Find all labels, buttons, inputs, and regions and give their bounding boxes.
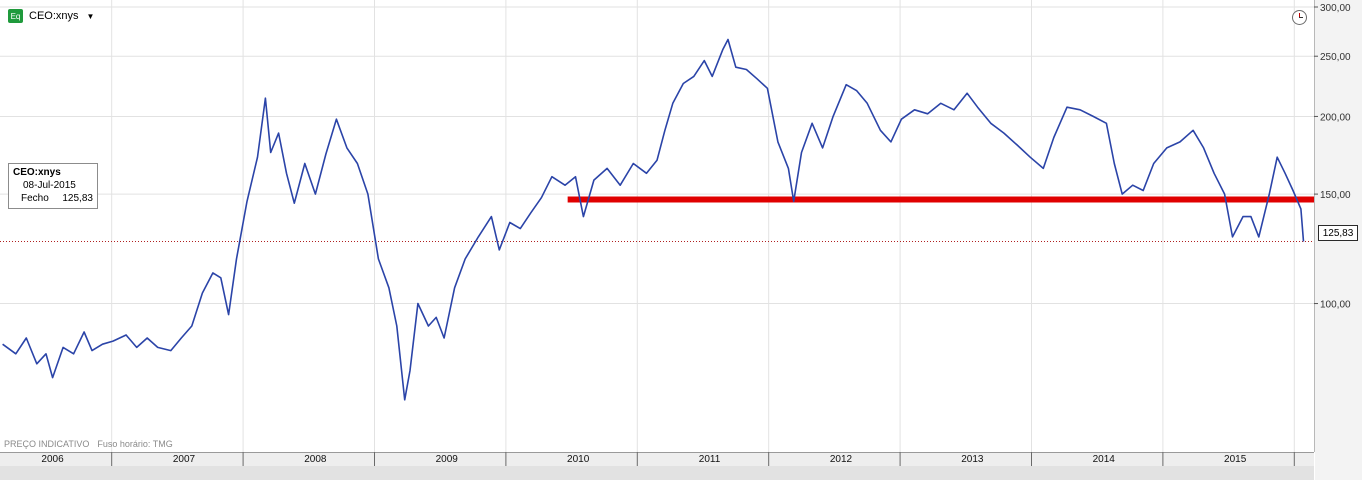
- bottom-strip: [0, 466, 1314, 480]
- price-series-line: [2, 38, 1305, 401]
- chevron-down-icon[interactable]: ▼: [86, 11, 95, 21]
- price-chart: 100,00 150,00 200,00 250,00 300,00 2006 2007 20…: [0, 0, 1351, 466]
- x-tick-label: 2008: [304, 454, 327, 465]
- x-tick-label: 2012: [830, 454, 853, 465]
- info-box-close-label: Fecho: [21, 193, 49, 204]
- y-tick-label: 300,00: [1320, 3, 1351, 14]
- info-box-date: 08-Jul-2015: [23, 180, 76, 191]
- x-tick-label: 2013: [961, 454, 984, 465]
- y-tick-label: 100,00: [1320, 300, 1351, 311]
- x-tick-label: 2014: [1093, 454, 1116, 465]
- x-tick-label: 2011: [699, 454, 721, 465]
- last-price-label: 125,83: [1318, 225, 1358, 241]
- indicative-price-note: PREÇO INDICATIVO: [4, 439, 90, 449]
- x-tick-label: 2006: [41, 454, 64, 465]
- info-box-symbol: CEO:xnys: [13, 167, 61, 178]
- x-tick-label: 2009: [436, 454, 459, 465]
- timezone-note: Fuso horário: TMG: [97, 439, 173, 449]
- equity-icon: Eq: [8, 9, 23, 23]
- plot-area[interactable]: [0, 0, 1315, 452]
- info-box: CEO:xnys 08-Jul-2015 Fecho 125,83: [8, 163, 98, 209]
- x-tick-label: 2010: [567, 454, 590, 465]
- ticker-symbol: CEO:xnys: [29, 10, 79, 22]
- info-box-close-value: 125,83: [62, 193, 93, 204]
- ticker-header[interactable]: Eq CEO:xnys ▼: [8, 9, 94, 23]
- x-tick-label: 2007: [173, 454, 196, 465]
- clock-icon[interactable]: [1292, 10, 1307, 25]
- y-tick-label: 150,00: [1320, 190, 1351, 201]
- y-tick-label: 250,00: [1320, 52, 1351, 63]
- footer-note: PREÇO INDICATIVO Fuso horário: TMG: [4, 439, 173, 449]
- info-box-close-row: Fecho 125,83: [13, 192, 93, 205]
- y-tick-label: 200,00: [1320, 112, 1351, 123]
- x-tick-label: 2015: [1224, 454, 1247, 465]
